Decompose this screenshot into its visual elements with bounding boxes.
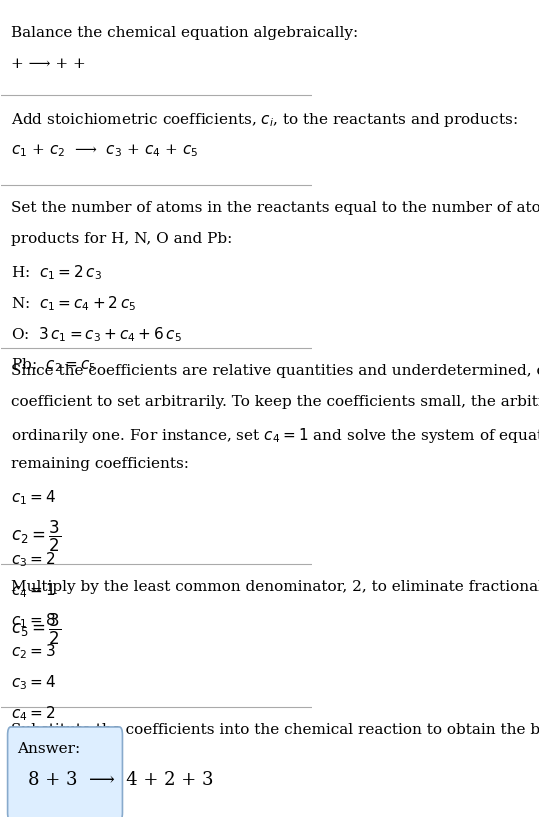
Text: $c_1$ + $c_2$  ⟶  $c_3$ + $c_4$ + $c_5$: $c_1$ + $c_2$ ⟶ $c_3$ + $c_4$ + $c_5$	[11, 142, 198, 160]
Text: $c_2 = \dfrac{3}{2}$: $c_2 = \dfrac{3}{2}$	[11, 519, 61, 555]
Text: N:  $c_1 = c_4 + 2\,c_5$: N: $c_1 = c_4 + 2\,c_5$	[11, 294, 136, 312]
Text: Pb:  $c_2 = c_5$: Pb: $c_2 = c_5$	[11, 356, 96, 374]
Text: Balance the chemical equation algebraically:: Balance the chemical equation algebraica…	[11, 26, 358, 40]
Text: $c_4 = 1$: $c_4 = 1$	[11, 581, 56, 600]
Text: Set the number of atoms in the reactants equal to the number of atoms in the: Set the number of atoms in the reactants…	[11, 201, 539, 215]
Text: $c_2 = 3$: $c_2 = 3$	[11, 642, 56, 661]
Text: coefficient to set arbitrarily. To keep the coefficients small, the arbitrary va: coefficient to set arbitrarily. To keep …	[11, 395, 539, 409]
Text: $c_1 = 8$: $c_1 = 8$	[11, 611, 56, 630]
Text: 8 + 3  ⟶  4 + 2 + 3: 8 + 3 ⟶ 4 + 2 + 3	[28, 771, 213, 789]
Text: products for H, N, O and Pb:: products for H, N, O and Pb:	[11, 232, 232, 246]
Text: $c_1 = 4$: $c_1 = 4$	[11, 488, 56, 507]
Text: Answer:: Answer:	[17, 742, 80, 756]
Text: Multiply by the least common denominator, 2, to eliminate fractional coefficient: Multiply by the least common denominator…	[11, 580, 539, 594]
Text: H:  $c_1 = 2\,c_3$: H: $c_1 = 2\,c_3$	[11, 263, 102, 281]
Text: remaining coefficients:: remaining coefficients:	[11, 457, 189, 471]
Text: Add stoichiometric coefficients, $c_i$, to the reactants and products:: Add stoichiometric coefficients, $c_i$, …	[11, 111, 517, 129]
Text: ordinarily one. For instance, set $c_4 = 1$ and solve the system of equations fo: ordinarily one. For instance, set $c_4 =…	[11, 426, 539, 445]
Text: $c_5 = 3$: $c_5 = 3$	[11, 735, 56, 754]
Text: O:  $3\,c_1 = c_3 + c_4 + 6\,c_5$: O: $3\,c_1 = c_3 + c_4 + 6\,c_5$	[11, 325, 182, 344]
Text: $c_3 = 2$: $c_3 = 2$	[11, 550, 55, 569]
Text: Since the coefficients are relative quantities and underdetermined, choose a: Since the coefficients are relative quan…	[11, 364, 539, 378]
Text: $c_4 = 2$: $c_4 = 2$	[11, 704, 55, 723]
FancyBboxPatch shape	[8, 727, 122, 818]
Text: $c_5 = \dfrac{3}{2}$: $c_5 = \dfrac{3}{2}$	[11, 612, 61, 647]
Text: Substitute the coefficients into the chemical reaction to obtain the balanced: Substitute the coefficients into the che…	[11, 723, 539, 737]
Text: equation:: equation:	[11, 754, 84, 768]
Text: $c_3 = 4$: $c_3 = 4$	[11, 673, 56, 692]
Text: + ⟶ + +: + ⟶ + +	[11, 56, 86, 71]
